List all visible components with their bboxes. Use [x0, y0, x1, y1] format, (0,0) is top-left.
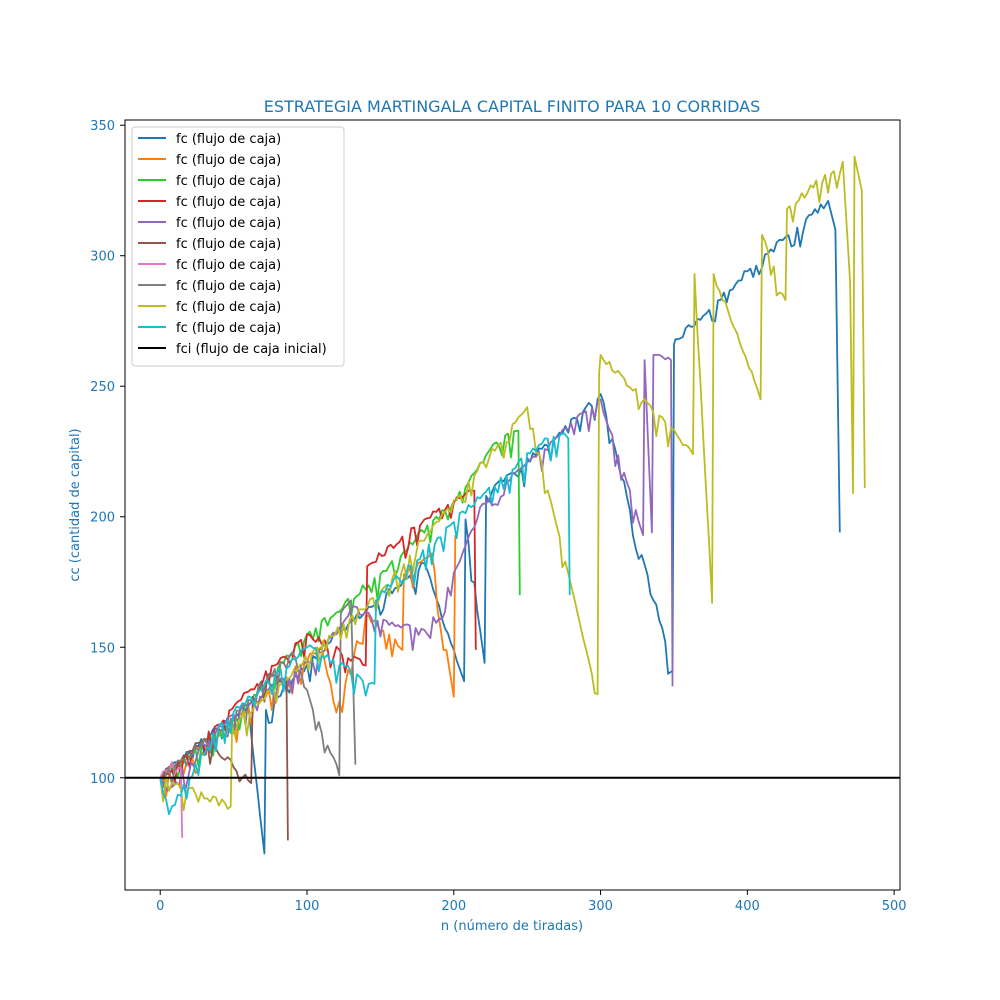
series-line-7 [159, 761, 184, 838]
legend-label: fci (flujo de caja inicial) [176, 342, 327, 357]
legend: fc (flujo de caja) fc (flujo de caja) fc (… [131, 126, 345, 367]
legend-label: fc (flujo de caja) [176, 279, 281, 294]
legend-label: fc (flujo de caja) [176, 300, 281, 315]
legend-label: fc (flujo de caja) [176, 195, 281, 210]
y-tick-label: 300 [90, 250, 115, 265]
y-axis-label: cc (cantidad de capital) [68, 428, 83, 581]
y-axis: 100 150 200 250 300 350 [90, 119, 125, 787]
legend-box [131, 126, 345, 367]
series-line-9 [159, 155, 866, 812]
legend-label: fc (flujo de caja) [176, 321, 281, 336]
y-tick-label: 250 [90, 380, 115, 395]
x-tick-label: 200 [441, 899, 466, 914]
legend-label: fc (flujo de caja) [176, 132, 281, 147]
chart-title: ESTRATEGIA MARTINGALA CAPITAL FINITO PAR… [264, 97, 760, 116]
axes-frame [124, 119, 901, 891]
x-tick-label: 300 [588, 899, 613, 914]
y-tick-label: 200 [90, 511, 115, 526]
legend-label: fc (flujo de caja) [176, 174, 281, 189]
legend-label: fc (flujo de caja) [176, 216, 281, 231]
x-tick-label: 0 [156, 899, 164, 914]
legend-label: fc (flujo de caja) [176, 153, 281, 168]
series-line-5 [159, 354, 674, 792]
x-tick-label: 400 [735, 899, 760, 914]
x-axis-label: n (número de tiradas) [441, 919, 583, 934]
x-tick-label: 100 [295, 899, 320, 914]
x-axis: 0 100 200 300 400 500 [156, 890, 907, 914]
series-line-1 [159, 200, 841, 855]
series-line-3 [159, 429, 521, 779]
plot-area [125, 155, 900, 855]
y-tick-label: 350 [90, 119, 115, 134]
legend-label: fc (flujo de caja) [176, 258, 281, 273]
series-line-10 [159, 432, 571, 816]
y-tick-label: 100 [90, 772, 115, 787]
x-tick-label: 500 [882, 899, 907, 914]
legend-label: fc (flujo de caja) [176, 237, 281, 252]
y-tick-label: 150 [90, 641, 115, 656]
